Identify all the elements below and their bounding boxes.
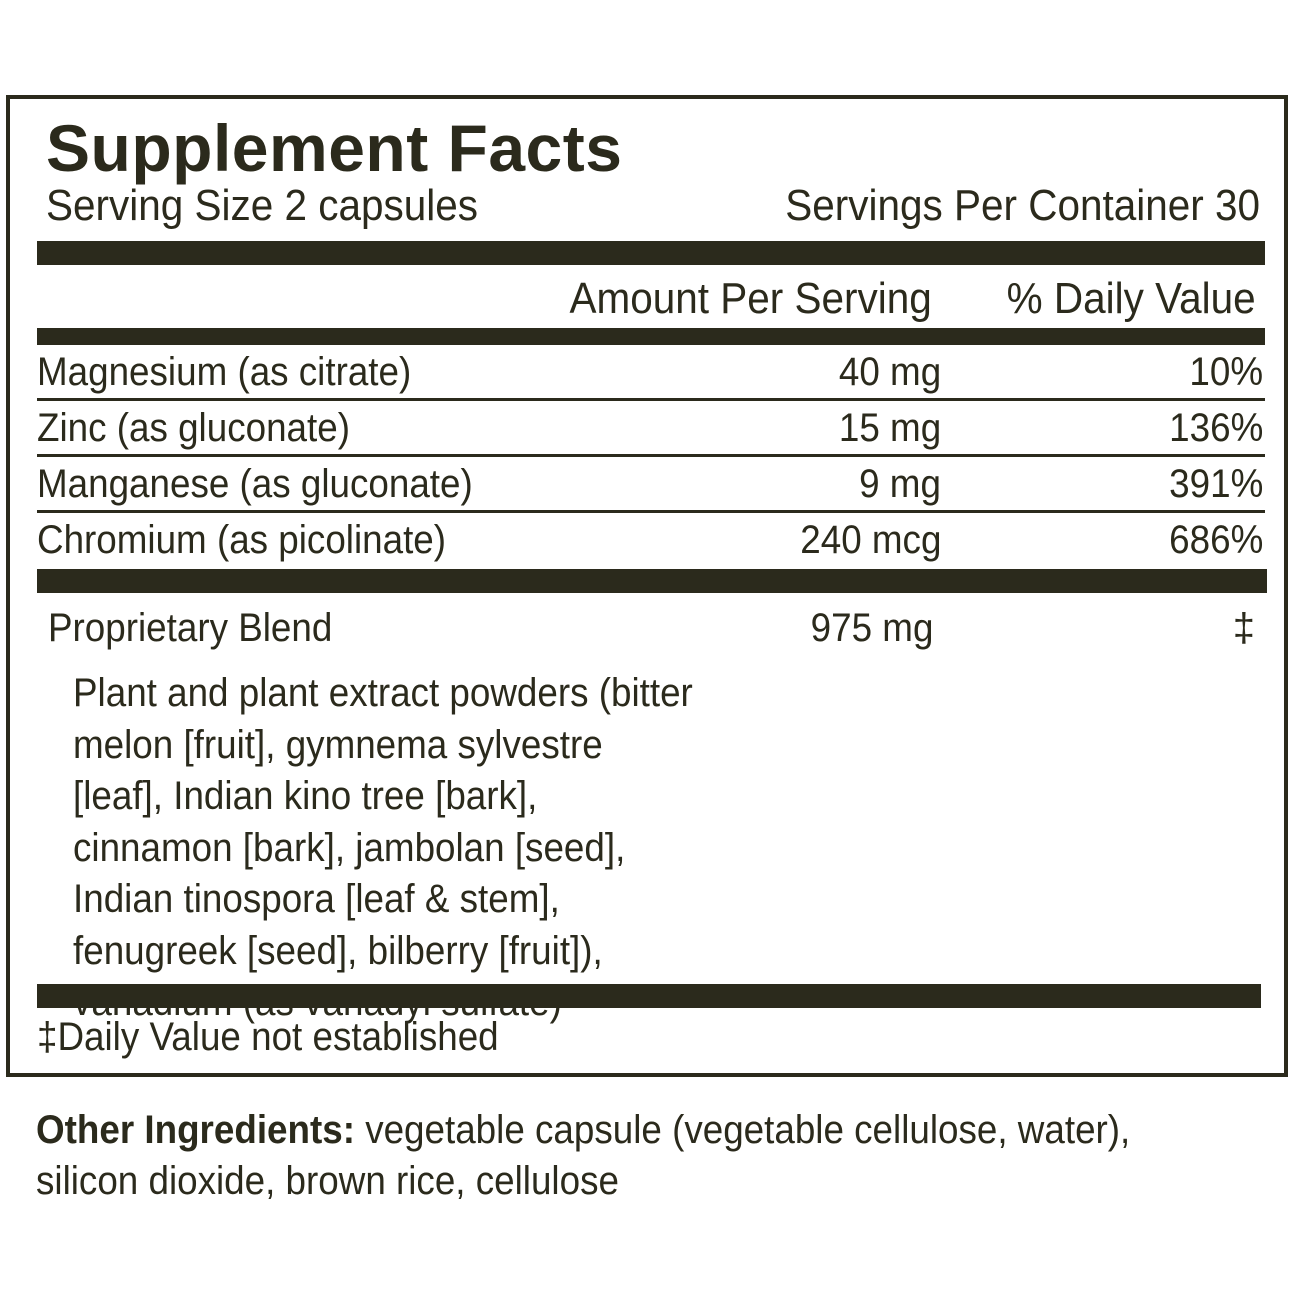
nutrient-name: Chromium (as picolinate) — [37, 518, 447, 562]
nutrient-row: Chromium (as picolinate) 240 mcg 686% — [37, 513, 1265, 569]
other-ingredients-label: Other Ingredients: — [36, 1108, 355, 1152]
nutrient-amount: 240 mcg — [799, 518, 941, 562]
nutrient-row: Magnesium (as citrate) 40 mg 10% — [37, 345, 1265, 401]
panel-title: Supplement Facts — [46, 111, 623, 185]
nutrient-daily-value: 10% — [1189, 350, 1263, 394]
other-ingredients: Other Ingredients: vegetable capsule (ve… — [36, 1105, 1131, 1207]
footnote: ‡Daily Value not established — [37, 1015, 499, 1059]
nutrient-row: Zinc (as gluconate) 15 mg 136% — [37, 401, 1265, 457]
divider-bar-middle — [37, 569, 1267, 593]
column-header-amount: Amount Per Serving — [569, 274, 932, 323]
nutrient-name: Manganese (as gluconate) — [37, 462, 473, 506]
supplement-facts-panel: Supplement Facts Serving Size 2 capsules… — [6, 95, 1288, 1077]
nutrient-daily-value: 391% — [1168, 462, 1263, 506]
nutrient-amount: 15 mg — [838, 406, 941, 450]
column-header-daily-value: % Daily Value — [1007, 274, 1256, 323]
nutrient-row: Manganese (as gluconate) 9 mg 391% — [37, 457, 1265, 513]
divider-bar-header — [37, 328, 1265, 345]
divider-bar-top — [37, 241, 1265, 265]
other-ingredients-text: vegetable capsule (vegetable cellulose, … — [36, 1108, 1131, 1203]
blend-amount: 975 mg — [810, 606, 933, 650]
blend-name: Proprietary Blend — [48, 606, 333, 650]
nutrient-name: Magnesium (as citrate) — [37, 350, 412, 394]
nutrient-name: Zinc (as gluconate) — [37, 406, 350, 450]
blend-daily-value: ‡ — [1232, 606, 1255, 650]
servings-per-container: Servings Per Container 30 — [785, 181, 1260, 230]
blend-description: Plant and plant extract powders (bitter … — [73, 671, 693, 1024]
serving-size: Serving Size 2 capsules — [46, 181, 479, 230]
divider-bar-bottom — [37, 984, 1261, 1008]
nutrient-daily-value: 136% — [1168, 406, 1263, 450]
nutrient-daily-value: 686% — [1168, 518, 1263, 562]
nutrient-amount: 9 mg — [859, 462, 941, 506]
nutrient-amount: 40 mg — [838, 350, 941, 394]
